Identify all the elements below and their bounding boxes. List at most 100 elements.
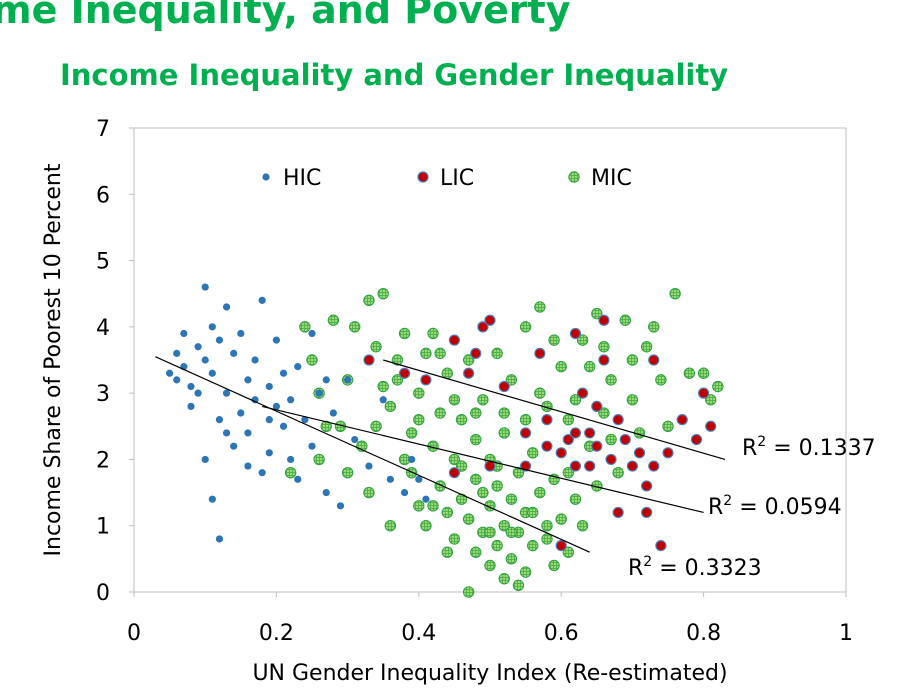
lic-point xyxy=(569,460,582,472)
mic-point xyxy=(591,307,603,320)
mic-point xyxy=(712,380,724,393)
hic-point xyxy=(336,502,345,510)
hic-point xyxy=(272,336,280,344)
mic-point xyxy=(470,546,482,558)
hic-point xyxy=(222,429,231,437)
lic-point xyxy=(448,467,460,479)
mic-point xyxy=(306,354,318,366)
mic-point xyxy=(505,493,518,505)
hic-point xyxy=(279,422,288,430)
mic-point xyxy=(448,533,461,545)
legend-label-mic: MIC xyxy=(591,166,632,191)
mic-point xyxy=(498,407,510,419)
lic-point xyxy=(541,440,553,452)
mic-point xyxy=(299,321,311,333)
hic-point xyxy=(272,402,280,410)
r-squared-value: = 0.1337 xyxy=(766,436,875,461)
lic-point xyxy=(484,314,496,326)
mic-point xyxy=(477,394,489,406)
lic-point xyxy=(569,427,582,439)
lic-point xyxy=(555,447,567,459)
mic-point xyxy=(605,433,617,446)
lic-point xyxy=(641,506,653,519)
mic-point xyxy=(434,347,446,360)
hic-point xyxy=(237,409,245,417)
mic-point xyxy=(498,573,510,585)
x-tick-label: 0.4 xyxy=(401,621,436,646)
mic-point xyxy=(313,453,325,466)
mic-point xyxy=(605,374,617,386)
hic-point xyxy=(379,396,387,404)
hic-point xyxy=(294,363,302,371)
legend-marker-mic xyxy=(568,171,580,183)
mic-point xyxy=(434,407,446,419)
lic-point xyxy=(697,387,710,399)
page-title: me Inequality, and Poverty xyxy=(0,0,571,32)
r-squared-value: = 0.0594 xyxy=(732,495,841,520)
mic-point xyxy=(484,559,496,572)
mic-point xyxy=(413,413,425,426)
mic-point xyxy=(370,341,382,353)
mic-point xyxy=(427,500,439,512)
mic-point xyxy=(484,526,496,539)
lic-point xyxy=(690,433,703,446)
lic-point xyxy=(633,447,646,459)
mic-point xyxy=(462,354,475,366)
lic-point xyxy=(612,506,624,519)
mic-point xyxy=(341,466,354,479)
hic-point xyxy=(187,402,195,410)
mic-point xyxy=(662,420,674,432)
lic-point xyxy=(662,447,674,459)
legend-marker-lic xyxy=(417,171,429,183)
mic-point xyxy=(562,466,575,479)
hic-point xyxy=(308,329,316,338)
lic-point xyxy=(584,427,596,439)
mic-point xyxy=(576,520,589,532)
mic-point xyxy=(555,360,567,373)
lic-point xyxy=(598,314,610,326)
lic-point xyxy=(534,347,546,359)
mic-point xyxy=(420,347,432,360)
y-axis-label: Income Share of Poorest 10 Percent xyxy=(41,163,66,556)
hic-point xyxy=(287,396,295,404)
hic-point xyxy=(222,303,231,311)
trendline xyxy=(262,405,704,514)
mic-point xyxy=(384,400,397,413)
plot-border xyxy=(133,127,847,593)
mic-point xyxy=(420,520,432,532)
hic-point xyxy=(279,369,288,377)
plot-area: 0 1 2 3 4 5 6 7 0 0.2 0.4 0.6 0.8 1 xyxy=(96,117,853,646)
r-squared-exponent: 2 xyxy=(643,554,652,570)
mic-point xyxy=(555,513,567,525)
hic-point xyxy=(208,323,216,331)
hic-point xyxy=(258,469,266,477)
x-tick-label: 0.6 xyxy=(544,621,579,646)
legend: HIC LIC MIC xyxy=(262,166,632,191)
lic-point xyxy=(470,347,482,359)
mic-point xyxy=(534,387,546,399)
mic-point xyxy=(505,374,518,386)
hic-point xyxy=(222,389,231,397)
mic-point xyxy=(441,546,453,558)
mic-point xyxy=(519,413,532,426)
mic-point xyxy=(527,539,539,552)
mic-point xyxy=(491,480,503,492)
mic-point xyxy=(576,334,589,346)
lic-point xyxy=(655,539,667,552)
mic-point xyxy=(598,407,610,419)
mic-point xyxy=(548,559,560,572)
lic-point xyxy=(626,460,639,472)
mic-point xyxy=(391,354,404,366)
mic-point xyxy=(683,367,696,379)
mic-point xyxy=(384,520,397,532)
lic-point xyxy=(584,460,596,472)
mic-point xyxy=(413,387,425,399)
lic-point xyxy=(498,380,510,393)
y-tick-label: 1 xyxy=(96,515,110,540)
mic-point xyxy=(405,427,418,439)
hic-point xyxy=(422,495,430,503)
mic-point xyxy=(626,354,639,366)
hic-point xyxy=(322,376,330,384)
